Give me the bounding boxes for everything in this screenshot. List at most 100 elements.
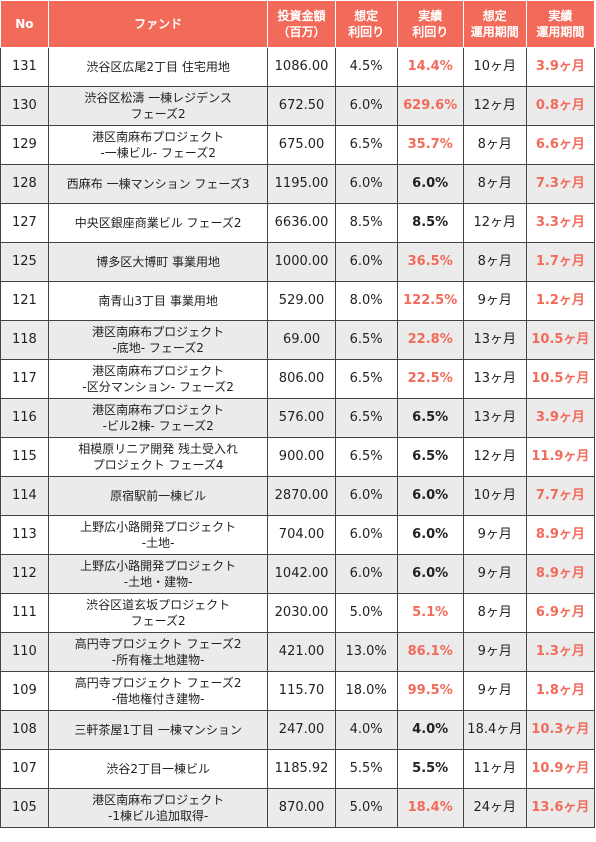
table-body: 131 渋谷区広尾2丁目 住宅用地 1086.00 4.5% 14.4% 10ヶ月 3.9ヶ… bbox=[0, 47, 596, 828]
cell-actual-period: 11.9ヶ月 bbox=[525, 437, 596, 477]
cell-actual-period: 3.9ヶ月 bbox=[525, 398, 596, 438]
cell-no: 125 bbox=[0, 242, 49, 282]
fund-name-line: -土地・建物- bbox=[123, 575, 193, 589]
cell-amount: 2870.00 bbox=[267, 476, 336, 516]
cell-actual-period: 10.5ヶ月 bbox=[525, 359, 596, 399]
cell-fund: 西麻布 一棟マンション フェーズ3 bbox=[47, 164, 269, 204]
cell-amount: 704.00 bbox=[267, 515, 336, 555]
cell-no: 111 bbox=[0, 593, 49, 633]
cell-amount: 1086.00 bbox=[267, 47, 336, 87]
cell-actual-period: 0.8ヶ月 bbox=[525, 86, 596, 126]
cell-expected-yield: 6.5% bbox=[334, 359, 398, 399]
cell-actual-period: 1.7ヶ月 bbox=[525, 242, 596, 282]
cell-expected-period: 9ヶ月 bbox=[462, 671, 527, 711]
cell-fund: 相模原リニア開発 残土受入れ プロジェクト フェーズ4 bbox=[47, 437, 269, 477]
cell-amount: 1185.92 bbox=[267, 749, 336, 789]
table-row: 114 原宿駅前一棟ビル 2870.00 6.0% 6.0% 10ヶ月 7.7ヶ月 bbox=[0, 476, 596, 516]
cell-actual-period: 1.3ヶ月 bbox=[525, 632, 596, 672]
table-row: 131 渋谷区広尾2丁目 住宅用地 1086.00 4.5% 14.4% 10ヶ月 3.9ヶ… bbox=[0, 47, 596, 87]
cell-no: 116 bbox=[0, 398, 49, 438]
cell-expected-yield: 8.5% bbox=[334, 203, 398, 243]
cell-expected-yield: 5.0% bbox=[334, 788, 398, 828]
cell-actual-yield: 36.5% bbox=[396, 242, 464, 282]
cell-fund: 中央区銀座商業ビル フェーズ2 bbox=[47, 203, 269, 243]
cell-actual-period: 13.6ヶ月 bbox=[525, 788, 596, 828]
cell-amount: 672.50 bbox=[267, 86, 336, 126]
cell-fund: 港区南麻布プロジェクト -ビル2棟- フェーズ2 bbox=[47, 398, 269, 438]
fund-name-line: -土地- bbox=[141, 536, 175, 550]
cell-fund: 三軒茶屋1丁目 一棟マンション bbox=[47, 710, 269, 750]
cell-amount: 6636.00 bbox=[267, 203, 336, 243]
fund-name-line: 港区南麻布プロジェクト bbox=[92, 793, 225, 807]
fund-name-line: -一棟ビル- フェーズ2 bbox=[100, 146, 216, 160]
cell-actual-yield: 99.5% bbox=[396, 671, 464, 711]
cell-expected-yield: 18.0% bbox=[334, 671, 398, 711]
cell-fund: 原宿駅前一棟ビル bbox=[47, 476, 269, 516]
cell-expected-yield: 6.5% bbox=[334, 320, 398, 360]
fund-name-line: 渋谷2丁目一棟ビル bbox=[106, 762, 210, 776]
cell-expected-period: 10ヶ月 bbox=[462, 476, 527, 516]
cell-fund: 港区南麻布プロジェクト -区分マンション- フェーズ2 bbox=[47, 359, 269, 399]
fund-name-line: 渋谷区広尾2丁目 住宅用地 bbox=[86, 60, 230, 74]
header-amount-line2: （百万） bbox=[277, 25, 326, 39]
table-row: 111 渋谷区道玄坂プロジェクト フェーズ2 2030.00 5.0% 5.1% 8ヶ月 6.… bbox=[0, 593, 596, 633]
cell-actual-period: 1.2ヶ月 bbox=[525, 281, 596, 321]
table-row: 130 渋谷区松濤 一棟レジデンス フェーズ2 672.50 6.0% 629.6% 12ヶ… bbox=[0, 86, 596, 126]
cell-expected-period: 12ヶ月 bbox=[462, 86, 527, 126]
cell-amount: 806.00 bbox=[267, 359, 336, 399]
cell-actual-yield: 86.1% bbox=[396, 632, 464, 672]
cell-actual-period: 6.9ヶ月 bbox=[525, 593, 596, 633]
fund-name-line: 渋谷区道玄坂プロジェクト bbox=[86, 598, 231, 612]
fund-name-line: -底地- フェーズ2 bbox=[112, 341, 204, 355]
fund-name-line: 三軒茶屋1丁目 一棟マンション bbox=[74, 723, 242, 737]
cell-expected-yield: 6.0% bbox=[334, 476, 398, 516]
cell-expected-yield: 6.0% bbox=[334, 515, 398, 555]
cell-expected-yield: 6.5% bbox=[334, 125, 398, 165]
cell-expected-yield: 6.0% bbox=[334, 164, 398, 204]
cell-actual-period: 3.3ヶ月 bbox=[525, 203, 596, 243]
cell-no: 112 bbox=[0, 554, 49, 594]
cell-no: 127 bbox=[0, 203, 49, 243]
table-row: 110 高円寺プロジェクト フェーズ2 -所有権土地建物- 421.00 13.0% 86… bbox=[0, 632, 596, 672]
table-row: 115 相模原リニア開発 残土受入れ プロジェクト フェーズ4 900.00 6.5% 6… bbox=[0, 437, 596, 477]
cell-actual-yield: 5.5% bbox=[396, 749, 464, 789]
fund-name-line: 原宿駅前一棟ビル bbox=[110, 489, 207, 503]
fund-name-line: 西麻布 一棟マンション フェーズ3 bbox=[66, 177, 250, 191]
cell-expected-yield: 6.0% bbox=[334, 242, 398, 282]
cell-expected-period: 9ヶ月 bbox=[462, 632, 527, 672]
cell-amount: 247.00 bbox=[267, 710, 336, 750]
fund-name-line: プロジェクト フェーズ4 bbox=[92, 458, 224, 472]
cell-amount: 675.00 bbox=[267, 125, 336, 165]
header-expected-yield-line1: 想定 bbox=[354, 9, 379, 23]
header-no: No bbox=[0, 0, 49, 48]
cell-actual-period: 8.9ヶ月 bbox=[525, 554, 596, 594]
table-row: 118 港区南麻布プロジェクト -底地- フェーズ2 69.00 6.5% 22.8% 13… bbox=[0, 320, 596, 360]
fund-name-line: 港区南麻布プロジェクト bbox=[92, 325, 225, 339]
cell-actual-yield: 5.1% bbox=[396, 593, 464, 633]
header-expected-yield: 想定 利回り bbox=[334, 0, 398, 48]
fund-name-line: フェーズ2 bbox=[130, 614, 186, 628]
cell-no: 128 bbox=[0, 164, 49, 204]
cell-expected-yield: 5.0% bbox=[334, 593, 398, 633]
cell-expected-period: 8ヶ月 bbox=[462, 125, 527, 165]
cell-expected-period: 24ヶ月 bbox=[462, 788, 527, 828]
cell-amount: 2030.00 bbox=[267, 593, 336, 633]
cell-fund: 上野広小路開発プロジェクト -土地- bbox=[47, 515, 269, 555]
cell-amount: 69.00 bbox=[267, 320, 336, 360]
cell-fund: 渋谷区広尾2丁目 住宅用地 bbox=[47, 47, 269, 87]
cell-no: 107 bbox=[0, 749, 49, 789]
table-row: 127 中央区銀座商業ビル フェーズ2 6636.00 8.5% 8.5% 12ヶ月 3.3… bbox=[0, 203, 596, 243]
table-row: 121 南青山3丁目 事業用地 529.00 8.0% 122.5% 9ヶ月 1.2ヶ月 bbox=[0, 281, 596, 321]
cell-actual-yield: 6.0% bbox=[396, 515, 464, 555]
header-expected-period-line2: 運用期間 bbox=[470, 25, 519, 39]
cell-actual-period: 3.9ヶ月 bbox=[525, 47, 596, 87]
cell-amount: 421.00 bbox=[267, 632, 336, 672]
cell-actual-yield: 6.0% bbox=[396, 164, 464, 204]
cell-actual-yield: 6.5% bbox=[396, 398, 464, 438]
cell-expected-period: 13ヶ月 bbox=[462, 320, 527, 360]
cell-expected-yield: 13.0% bbox=[334, 632, 398, 672]
cell-no: 115 bbox=[0, 437, 49, 477]
cell-actual-yield: 22.5% bbox=[396, 359, 464, 399]
cell-actual-yield: 122.5% bbox=[396, 281, 464, 321]
